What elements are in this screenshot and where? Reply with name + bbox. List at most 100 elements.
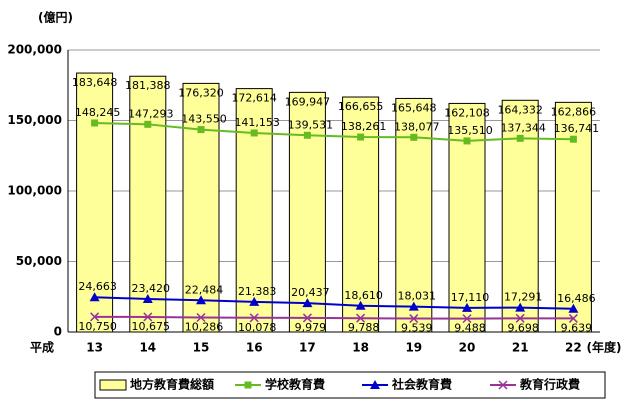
value-label: 166,655 [338, 100, 384, 113]
x-tick-label: 15 [193, 341, 210, 355]
value-label: 17,110 [451, 291, 490, 304]
marker [462, 302, 472, 312]
x-tick-label: 18 [352, 341, 369, 355]
marker [196, 295, 206, 305]
marker [302, 298, 313, 308]
legend-box [94, 371, 606, 399]
marker [303, 131, 311, 139]
marker [409, 314, 419, 324]
value-label: 148,245 [75, 106, 121, 119]
legend-label: 社会教育費 [391, 377, 452, 392]
marker [357, 133, 365, 141]
value-label: 137,344 [500, 121, 546, 134]
x-tick-label: 20 [459, 341, 476, 355]
legend-label: 学校教育費 [265, 377, 325, 392]
value-label: 138,077 [394, 120, 440, 133]
y-tick-label: 50,000 [16, 254, 62, 268]
y-tick-label: 0 [54, 325, 62, 339]
line [94, 296, 574, 310]
value-label: 165,648 [391, 101, 437, 114]
y-tick-label: 150,000 [7, 113, 62, 127]
marker [90, 312, 100, 322]
x-tick-label: 16 [246, 341, 263, 355]
legend-marker [498, 380, 508, 390]
marker [463, 137, 471, 145]
x-tick-label: 22 [565, 341, 582, 355]
value-label: 23,420 [132, 282, 171, 295]
value-label: 9,698 [507, 321, 539, 334]
legend-marker [370, 380, 380, 389]
line [94, 315, 574, 320]
value-label: 10,078 [238, 321, 277, 334]
bar [182, 82, 220, 333]
marker [462, 314, 472, 324]
marker [302, 313, 312, 323]
value-label: 20,437 [291, 286, 330, 299]
value-label: 17,291 [504, 291, 543, 304]
value-label: 18,031 [398, 290, 437, 303]
value-label: 181,388 [125, 79, 171, 92]
value-label: 10,750 [78, 320, 117, 333]
y-unit: (億円) [38, 10, 73, 25]
value-label: 162,866 [551, 105, 597, 118]
value-label: 162,108 [444, 106, 490, 119]
value-label: 9,488 [454, 322, 486, 335]
x-prefix: 平成 [30, 340, 54, 355]
value-label: 172,614 [231, 92, 277, 105]
marker [568, 313, 578, 323]
marker [144, 120, 152, 128]
marker [89, 292, 100, 302]
marker [142, 293, 153, 303]
bar [76, 72, 114, 333]
marker [569, 135, 577, 143]
value-label: 9,639 [561, 321, 593, 334]
value-label: 9,539 [401, 322, 433, 335]
legend-label: 教育行政費 [519, 377, 580, 392]
legend-swatch [99, 379, 127, 391]
marker [408, 301, 419, 311]
value-label: 21,383 [238, 285, 277, 298]
marker [355, 300, 366, 310]
marker [568, 303, 579, 313]
value-label: 22,484 [185, 283, 224, 296]
marker [249, 313, 259, 323]
value-label: 18,610 [344, 289, 383, 302]
value-label: 143,550 [181, 113, 227, 126]
marker [516, 134, 524, 142]
marker [250, 129, 258, 137]
value-label: 183,648 [72, 76, 118, 89]
value-label: 138,261 [341, 120, 387, 133]
marker [515, 313, 525, 323]
value-label: 24,663 [78, 280, 117, 293]
value-label: 135,510 [447, 124, 493, 137]
value-label: 169,947 [285, 95, 331, 108]
legend-label: 地方教育費総額 [130, 377, 214, 392]
value-label: 139,531 [288, 118, 334, 131]
value-label: 176,320 [178, 86, 224, 99]
x-tick-label: 13 [86, 341, 103, 355]
marker [91, 119, 99, 127]
x-tick-label: 17 [299, 341, 316, 355]
value-label: 164,332 [497, 103, 543, 116]
x-tick-label: 21 [512, 341, 529, 355]
x-tick-label: 14 [139, 341, 156, 355]
bar [129, 75, 167, 333]
value-label: 10,286 [185, 320, 224, 333]
value-label: 136,741 [554, 122, 600, 135]
x-tick-label: 19 [405, 341, 422, 355]
marker [143, 312, 153, 322]
value-label: 9,788 [348, 321, 380, 334]
bar [235, 88, 273, 333]
value-label: 16,486 [557, 292, 596, 305]
line [94, 121, 574, 142]
marker [196, 312, 206, 323]
marker [249, 296, 260, 306]
marker [515, 302, 526, 312]
legend-marker [244, 381, 252, 389]
y-tick-label: 200,000 [7, 43, 62, 57]
value-label: 10,675 [132, 320, 171, 333]
y-tick-label: 100,000 [7, 184, 62, 198]
value-label: 147,293 [128, 107, 174, 120]
